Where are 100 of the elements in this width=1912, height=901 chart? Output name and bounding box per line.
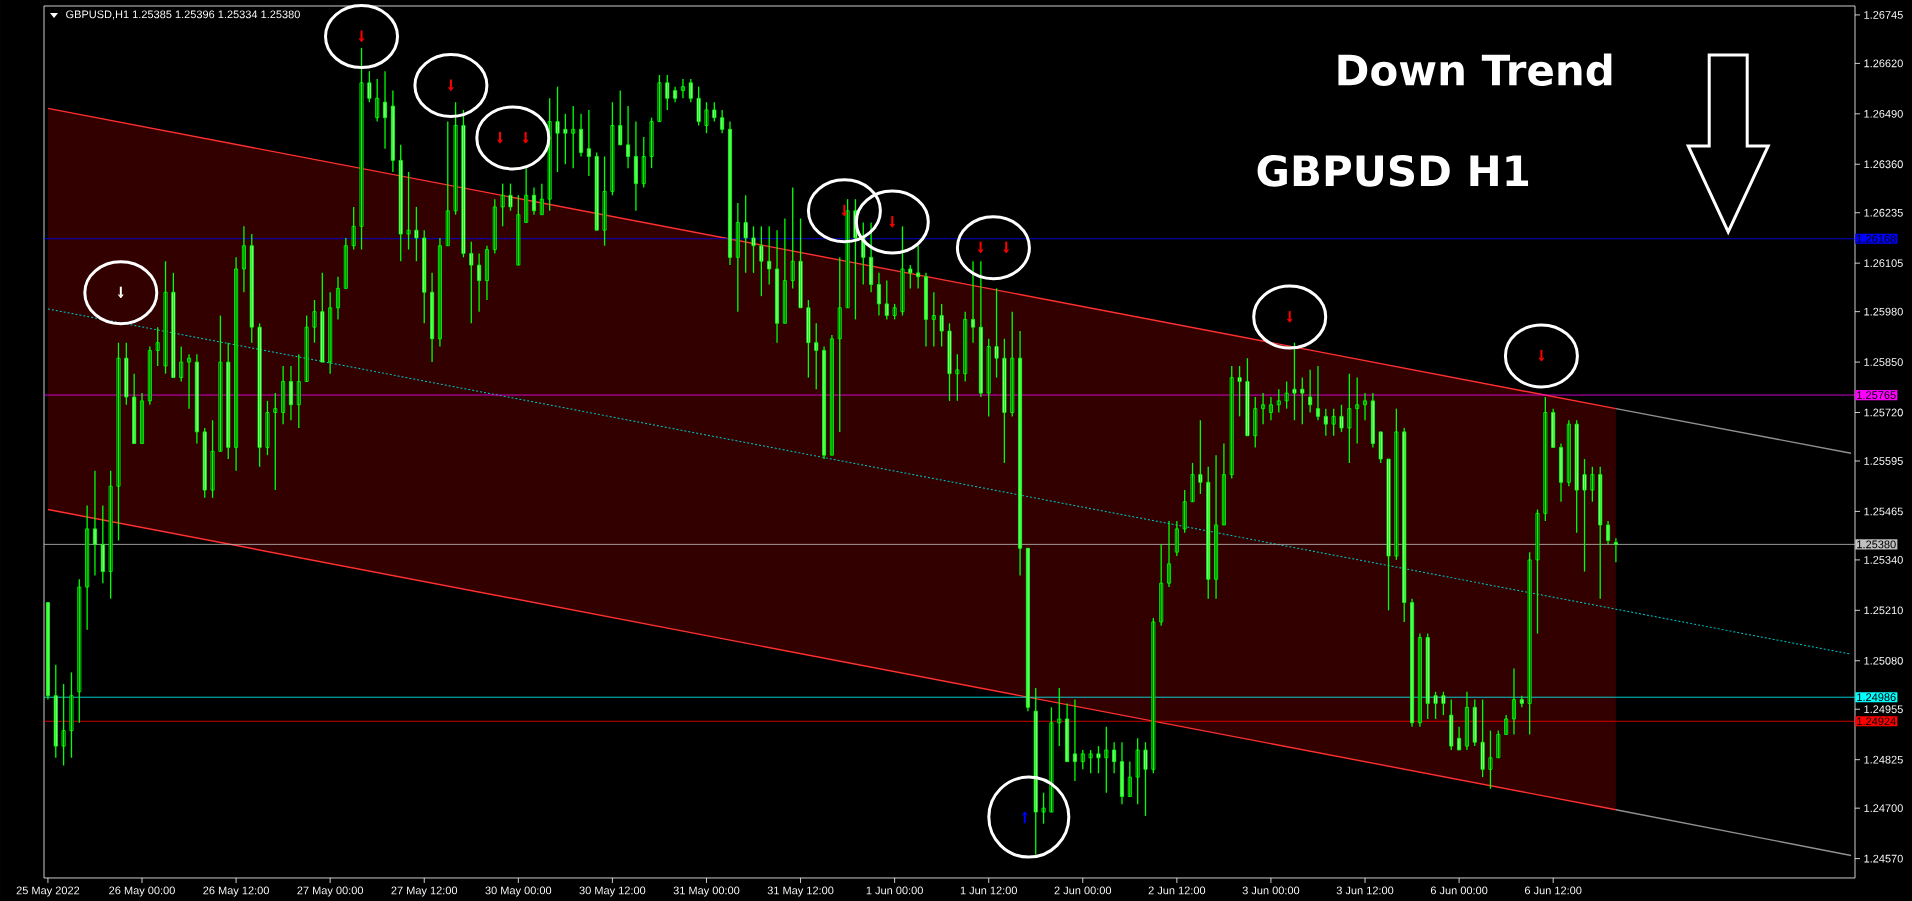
x-tick-label: 31 May 12:00 — [767, 886, 834, 897]
annotation: Down Trend — [1338, 53, 1612, 86]
candlestick — [1198, 419, 1203, 495]
x-tick-label: 6 Jun 00:00 — [1430, 886, 1488, 895]
candlestick — [759, 225, 764, 297]
y-tick-label: 1.25595 — [1864, 457, 1903, 465]
candlestick — [1433, 691, 1438, 720]
candlestick — [1535, 508, 1540, 635]
candlestick — [1135, 737, 1140, 805]
candlestick — [218, 314, 223, 452]
x-tick-label: 30 May 00:00 — [485, 886, 552, 897]
y-tick-label: 1.26105 — [1864, 259, 1903, 268]
candlestick — [610, 101, 615, 196]
candlestick — [1590, 466, 1595, 503]
x-tick-label: 26 May 12:00 — [203, 886, 269, 897]
candlestick — [171, 272, 176, 379]
candlestick — [1245, 357, 1250, 437]
x-tick-label: 2 Jun 12:00 — [1148, 886, 1206, 895]
x-tick-label: 27 May 12:00 — [391, 886, 458, 897]
candlestick — [1331, 407, 1336, 437]
candlestick — [1088, 749, 1093, 774]
candlestick — [751, 225, 756, 274]
x-tick-label: 3 Jun 12:00 — [1336, 886, 1394, 895]
x-tick-label: 27 May 00:00 — [297, 886, 364, 897]
candlestick — [77, 578, 82, 724]
ref-line-label: 1.24924 — [1857, 717, 1896, 726]
candlestick — [555, 86, 560, 173]
candlestick — [986, 338, 991, 418]
y-tick-label: 1.24825 — [1864, 755, 1903, 764]
candlestick — [563, 113, 568, 165]
candlestick — [1182, 489, 1187, 534]
candlestick — [712, 101, 717, 123]
ref-line-label: 1.26168 — [1857, 234, 1896, 243]
x-tick-label: 30 May 12:00 — [579, 886, 646, 897]
ref-line-label: 1.25765 — [1857, 391, 1896, 399]
y-tick-label: 1.25465 — [1864, 507, 1903, 516]
candlestick — [939, 303, 944, 348]
candlestick — [1284, 380, 1289, 410]
candlestick — [359, 47, 364, 251]
candlestick — [163, 260, 168, 375]
candlestick — [1394, 407, 1399, 561]
y-tick-label: 1.26360 — [1864, 160, 1903, 169]
candlestick — [798, 217, 803, 309]
y-tick-label: 1.24570 — [1864, 854, 1903, 863]
candlestick — [320, 272, 325, 363]
candlestick — [1143, 741, 1148, 817]
candlestick — [1480, 698, 1485, 778]
candlestick — [124, 342, 129, 406]
candlestick — [1378, 431, 1383, 464]
y-tick-label: 1.25720 — [1864, 408, 1903, 417]
ref-line-label: 1.25380 — [1857, 540, 1896, 549]
x-tick-label: 26 May 00:00 — [109, 886, 175, 897]
candlestick — [116, 342, 121, 542]
candlestick — [1527, 551, 1532, 736]
candlestick — [602, 155, 607, 247]
candlestick — [1543, 396, 1548, 522]
y-tick-label: 1.25980 — [1864, 307, 1903, 316]
candlestick — [273, 392, 278, 491]
candlestick — [61, 683, 66, 767]
y-tick-label: 1.26235 — [1864, 208, 1903, 217]
ref-line-label: 1.24986 — [1857, 693, 1896, 702]
candlestick — [1049, 706, 1054, 813]
candlestick — [696, 86, 701, 127]
x-tick-label: 25 May 2022 — [16, 886, 80, 897]
x-tick-label: 3 Jun 00:00 — [1242, 886, 1300, 895]
y-tick-label: 1.26620 — [1864, 59, 1903, 68]
x-tick-label: 2 Jun 00:00 — [1054, 886, 1112, 895]
candlestick — [649, 117, 654, 169]
candlestick — [1488, 729, 1493, 790]
candlestick — [351, 206, 356, 251]
candlestick — [453, 101, 458, 216]
candlestick — [1347, 373, 1352, 464]
candlestick — [1190, 462, 1195, 503]
candlestick — [304, 314, 309, 383]
y-tick-label: 1.25210 — [1864, 606, 1903, 615]
candlestick — [367, 70, 372, 103]
y-tick-label: 1.25340 — [1864, 556, 1903, 564]
y-tick-label: 1.24700 — [1864, 804, 1903, 813]
chart-title: GBPUSD,H1 1.25385 1.25396 1.25334 1.25380 — [66, 10, 300, 20]
candlestick — [806, 299, 811, 379]
y-tick-label: 1.26745 — [1864, 11, 1903, 19]
candlestick — [1151, 617, 1156, 774]
candlestick — [1386, 458, 1391, 611]
candlestick — [955, 353, 960, 402]
candlestick — [406, 171, 411, 251]
candlestick — [1582, 458, 1587, 573]
y-tick-label: 1.24955 — [1864, 705, 1903, 714]
candlestick — [1441, 691, 1446, 716]
candlestick — [743, 194, 748, 274]
candlestick — [704, 101, 709, 134]
candlestick — [500, 182, 505, 227]
candlestick — [1339, 404, 1344, 433]
y-tick-label: 1.25850 — [1864, 358, 1903, 366]
candlestick — [69, 671, 74, 759]
candlestick — [312, 299, 317, 344]
candlestick — [265, 400, 270, 456]
candlestick — [1574, 419, 1579, 534]
candlestick — [900, 225, 905, 317]
candlestick — [908, 264, 913, 290]
candlestick — [1300, 376, 1305, 425]
